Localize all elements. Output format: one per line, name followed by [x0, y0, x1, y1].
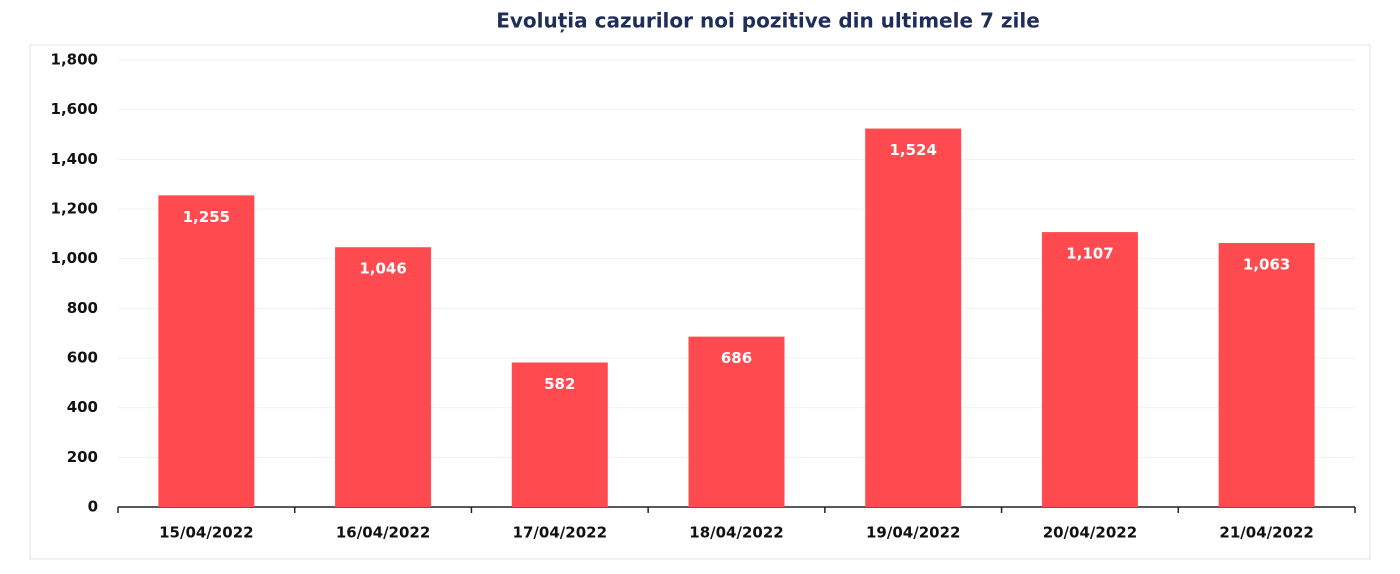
bar [1218, 243, 1315, 507]
bar [335, 247, 432, 507]
chart-title: Evoluția cazurilor noi pozitive din ulti… [496, 9, 1040, 33]
y-tick-label: 1,000 [51, 249, 98, 267]
plot-frame [29, 44, 1371, 560]
bar [865, 128, 962, 508]
y-tick-label: 0 [88, 498, 98, 516]
x-tick-label: 20/04/2022 [1043, 524, 1137, 542]
y-tick-label: 200 [67, 448, 98, 466]
data-label: 1,063 [1243, 256, 1290, 274]
y-tick-label: 600 [67, 349, 98, 367]
x-tick-label: 21/04/2022 [1219, 524, 1313, 542]
y-tick-label: 800 [67, 299, 98, 317]
bar [158, 195, 255, 507]
data-label: 1,107 [1066, 245, 1113, 263]
bar [1041, 232, 1138, 507]
y-tick-label: 1,800 [51, 51, 98, 69]
data-label: 1,046 [359, 260, 406, 278]
y-tick-label: 400 [67, 398, 98, 416]
data-label: 1,255 [183, 208, 230, 226]
x-tick-label: 18/04/2022 [689, 524, 783, 542]
x-tick-label: 17/04/2022 [513, 524, 607, 542]
data-label: 1,524 [889, 141, 936, 159]
y-tick-label: 1,200 [51, 200, 98, 218]
bar [688, 336, 785, 507]
x-tick-label: 15/04/2022 [159, 524, 253, 542]
data-label: 686 [721, 349, 752, 367]
y-tick-label: 1,600 [51, 100, 98, 118]
y-tick-label: 1,400 [51, 150, 98, 168]
bar [511, 362, 608, 507]
x-tick-label: 19/04/2022 [866, 524, 960, 542]
x-tick-label: 16/04/2022 [336, 524, 430, 542]
data-label: 582 [544, 375, 575, 393]
